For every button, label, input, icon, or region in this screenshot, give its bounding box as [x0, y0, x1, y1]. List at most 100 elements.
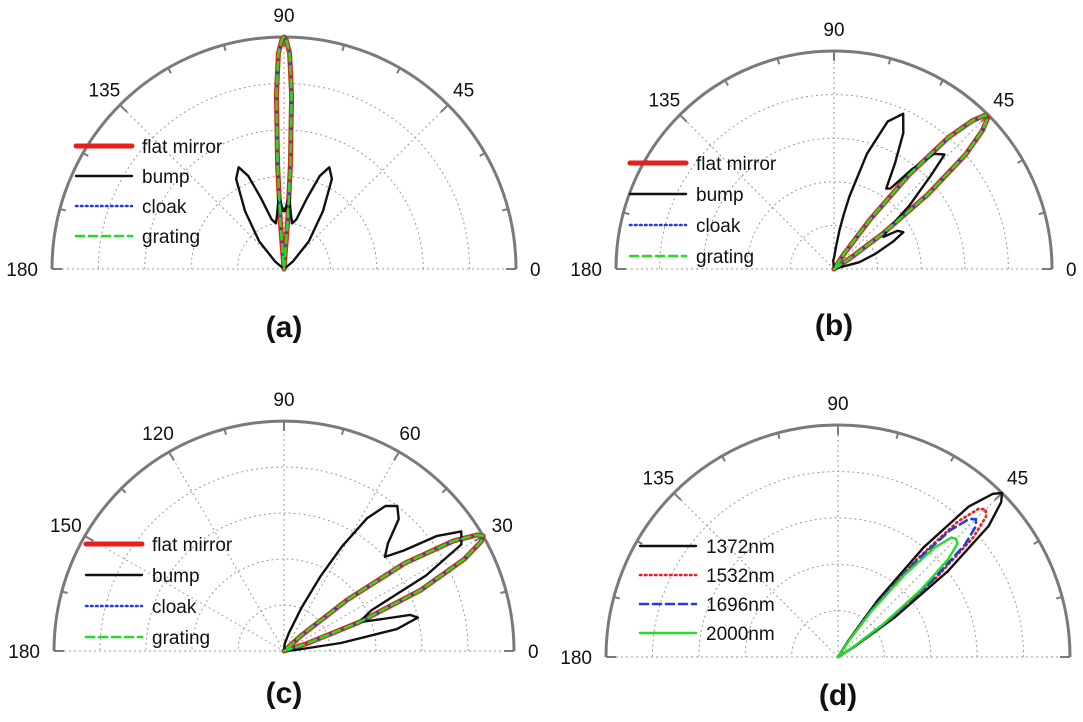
grid-spoke — [168, 451, 285, 652]
arc-tick — [939, 79, 944, 86]
angle-tick-label: 90 — [273, 6, 294, 27]
grid-ring — [144, 129, 424, 270]
series-line-bump — [832, 112, 946, 271]
angle-tick-label: 150 — [50, 516, 82, 537]
angle-tick-label: 60 — [399, 424, 420, 445]
legend-label: grating — [696, 247, 754, 268]
arc-tick — [636, 540, 643, 545]
grid-spoke — [673, 492, 839, 658]
angle-tick-label: 180 — [570, 260, 602, 281]
arc-tick — [502, 207, 509, 212]
arc-tick — [1017, 159, 1024, 164]
arc-tick — [59, 207, 66, 212]
series-line-grating — [832, 113, 990, 271]
legend-label: bump — [152, 566, 200, 587]
angle-tick-label: 135 — [643, 468, 675, 489]
panel-label: (d) — [819, 679, 857, 712]
arc-tick — [776, 58, 781, 65]
grid-spoke — [119, 104, 285, 270]
series-line-1696nm — [836, 517, 978, 659]
arc-tick — [479, 152, 486, 157]
polar-panel-3: 0 30 60 90 120 150 180 flat mirror bump cloak grat… — [8, 390, 538, 710]
series-line-grating — [275, 35, 293, 271]
angle-tick-label: 30 — [492, 516, 513, 537]
series-line-grating — [282, 533, 485, 653]
angle-tick-label: 135 — [648, 90, 680, 111]
arc-tick — [82, 152, 89, 157]
arc-tick — [222, 44, 227, 51]
arc-tick — [1056, 595, 1063, 600]
arc-tick — [119, 104, 128, 113]
arc-tick — [613, 595, 620, 600]
angle-tick-label: 0 — [530, 260, 541, 281]
polar-panel-2: 0 45 90 135 180 flat mirror bump cloak grating (b… — [570, 20, 1076, 342]
angle-tick-label: 90 — [827, 394, 848, 415]
legend-label: bump — [142, 167, 190, 188]
legend-label: grating — [152, 628, 210, 649]
legend-label: grating — [142, 227, 200, 248]
angle-tick-label: 0 — [1066, 260, 1077, 281]
legend-label: 1532nm — [706, 566, 775, 587]
arc-tick — [341, 428, 345, 435]
legend-label: cloak — [696, 216, 741, 237]
grid-spoke — [283, 535, 484, 652]
arc-tick — [441, 487, 448, 494]
arc-tick — [724, 79, 729, 86]
arc-tick — [679, 114, 688, 123]
series-line-bump — [234, 166, 334, 271]
legend-label: flat mirror — [142, 137, 223, 158]
legend-label: cloak — [152, 597, 197, 618]
series-line-1372nm — [836, 491, 1004, 659]
arc-tick — [673, 492, 682, 501]
panel-label: (c) — [266, 677, 303, 710]
grid-ring — [744, 563, 932, 658]
grid-ring — [237, 222, 331, 270]
angle-tick-label: 0 — [528, 642, 539, 663]
series-line-bump — [282, 504, 463, 653]
legend-label: 2000nm — [706, 624, 775, 645]
arc-tick — [341, 44, 346, 51]
angle-tick-label: 135 — [89, 80, 121, 101]
grid-ring — [191, 558, 377, 652]
grid-ring — [237, 604, 331, 652]
arc-tick — [440, 104, 449, 113]
grid-spoke — [283, 104, 449, 270]
arc-tick — [84, 535, 94, 542]
grid-ring — [746, 181, 922, 270]
arc-tick — [721, 455, 726, 462]
legend-label: flat mirror — [152, 535, 233, 556]
angle-tick-label: 90 — [823, 20, 844, 41]
arc-tick — [623, 211, 630, 216]
legend-label: cloak — [142, 197, 187, 218]
polar-panel-4: 045901351801372nm1532nm1696nm2000nm(d) — [560, 394, 1072, 712]
panel-label: (b) — [815, 309, 853, 342]
grid-spoke — [679, 114, 835, 270]
legend-label: 1696nm — [706, 595, 775, 616]
arc-tick — [950, 455, 955, 462]
arc-tick — [393, 451, 400, 461]
angle-tick-label: 45 — [1007, 468, 1028, 489]
arc-tick — [167, 67, 172, 74]
arc-tick — [887, 58, 892, 65]
series-line-2000nm — [836, 536, 959, 659]
arc-tick — [1038, 211, 1045, 216]
legend-label: bump — [696, 185, 744, 206]
grid-spoke — [837, 492, 1003, 658]
grid-ring — [190, 175, 378, 270]
angle-tick-label: 45 — [993, 90, 1014, 111]
arc-tick — [396, 67, 401, 74]
arc-tick — [776, 432, 781, 439]
arc-tick — [120, 487, 127, 494]
arc-tick — [223, 428, 227, 435]
grid-spoke — [283, 451, 400, 652]
grid-ring — [698, 517, 978, 658]
angle-tick-label: 180 — [8, 642, 40, 663]
angle-tick-label: 120 — [142, 424, 174, 445]
legend-label: 1372nm — [706, 537, 775, 558]
arc-tick — [1033, 540, 1040, 545]
panel-label: (a) — [266, 311, 303, 344]
arc-tick — [168, 451, 175, 461]
angle-tick-label: 90 — [273, 390, 294, 411]
angle-tick-label: 180 — [560, 648, 592, 669]
